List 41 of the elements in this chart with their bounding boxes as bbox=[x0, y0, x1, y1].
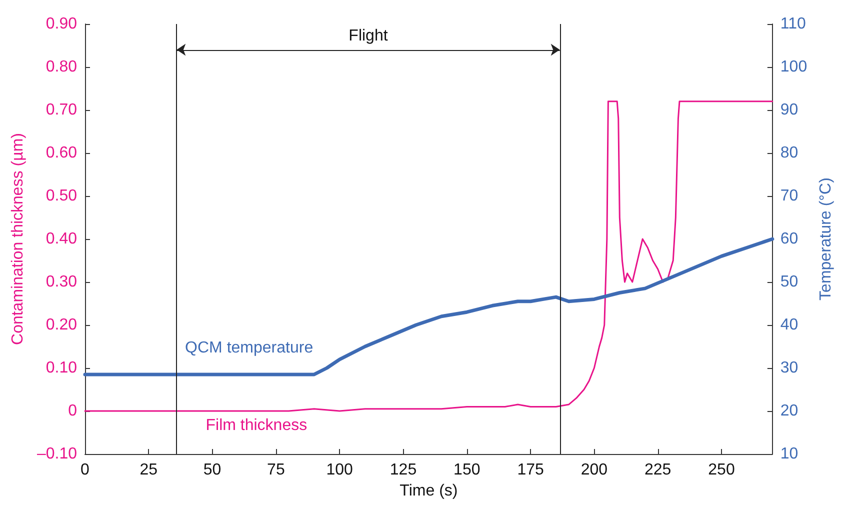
y-tick-label: 0 bbox=[68, 402, 78, 420]
x-axis-title: Time (s) bbox=[400, 482, 458, 500]
y2-tick-label: 70 bbox=[780, 188, 798, 204]
y2-tick-label: 10 bbox=[780, 446, 798, 462]
y2-tick-label: 110 bbox=[780, 16, 806, 32]
y-tick-label: 0.10 bbox=[46, 360, 78, 376]
x-tick-label: 0 bbox=[80, 462, 90, 478]
x-tick-label: 125 bbox=[390, 462, 417, 478]
x-tick-label: 150 bbox=[454, 462, 480, 478]
x-tick-label: 75 bbox=[267, 462, 285, 478]
y-tick-label: –0.10 bbox=[36, 446, 78, 462]
y2-tick-label: 30 bbox=[780, 360, 798, 376]
y-tick-label: 0.30 bbox=[46, 274, 78, 290]
y2-tick-label: 100 bbox=[780, 58, 808, 76]
annotation: Flight bbox=[348, 27, 388, 44]
y2-tick-label: 60 bbox=[780, 230, 798, 248]
y2-tick-label: 50 bbox=[780, 274, 798, 290]
y2-tick-label: 80 bbox=[780, 144, 798, 162]
y-axis-title: Contamination thickness (µm) bbox=[10, 133, 27, 345]
x-tick-label: 175 bbox=[517, 462, 544, 478]
y-tick-label: 0.80 bbox=[46, 58, 78, 76]
series-label: Film thickness bbox=[206, 416, 308, 434]
x-tick-label: 25 bbox=[140, 462, 158, 478]
y-tick-label: 0.60 bbox=[46, 144, 78, 162]
y2-tick-label: 20 bbox=[780, 402, 798, 420]
y-tick-label: 0.70 bbox=[46, 102, 78, 118]
x-tick-label: 100 bbox=[326, 462, 354, 478]
x-tick-label: 250 bbox=[708, 462, 735, 478]
y2-tick-label: 90 bbox=[780, 102, 798, 118]
x-tick-label: 225 bbox=[644, 462, 672, 478]
y-tick-label: 0.20 bbox=[46, 316, 78, 334]
series-label: QCM temperature bbox=[185, 340, 314, 357]
y2-axis-title: Temperature (°C) bbox=[818, 178, 834, 300]
y2-tick-label: 40 bbox=[780, 316, 798, 334]
line-series bbox=[84, 100, 774, 412]
x-tick-label: 200 bbox=[580, 462, 608, 478]
y-tick-label: 0.50 bbox=[46, 188, 78, 204]
x-tick-label: 50 bbox=[203, 462, 222, 478]
y-tick-label: 0.90 bbox=[46, 16, 78, 32]
line-series bbox=[83, 237, 774, 376]
y-tick-label: 0.40 bbox=[46, 230, 78, 248]
